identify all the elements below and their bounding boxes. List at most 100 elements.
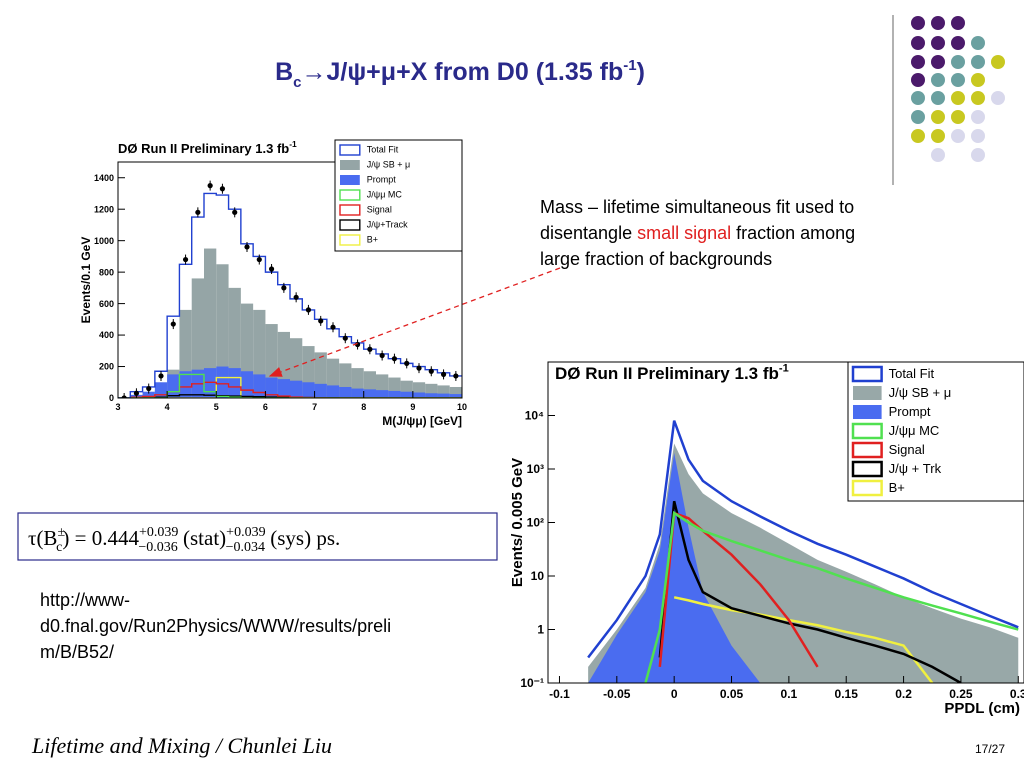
- data-point: [207, 183, 213, 189]
- legend-label: Prompt: [367, 175, 397, 185]
- plot-area: [587, 420, 1019, 683]
- y-tick-label: 10⁻¹: [520, 676, 544, 690]
- legend-swatch: [340, 160, 360, 170]
- chart: 3 4 5 6 7 8 9 10 0 200 400 600 800 1000 1200 1400 DØ Run…: [79, 139, 467, 428]
- bar: [265, 377, 278, 398]
- chart-title-main: DØ Run II Preliminary 1.3 fb: [118, 141, 289, 156]
- bar: [216, 264, 229, 398]
- data-point: [158, 373, 164, 379]
- data-point: [416, 365, 422, 371]
- y-axis-label: Events/0.1 GeV: [79, 237, 93, 324]
- legend-label: J/ψ+Track: [367, 220, 408, 230]
- text-part: fraction among: [731, 223, 855, 243]
- text-line: disentangle small signal fraction among: [540, 223, 855, 243]
- chart-title-main: DØ Run II Preliminary 1.3 fb: [555, 364, 779, 383]
- bar: [351, 388, 364, 398]
- line: [658, 500, 962, 683]
- title-part: B: [275, 58, 293, 86]
- bar: [326, 385, 340, 398]
- legend-box: [334, 139, 463, 252]
- line: [644, 510, 1019, 683]
- data-point: [318, 318, 324, 324]
- bar: [204, 248, 217, 398]
- legend-label: J/ψ SB + μ: [367, 160, 410, 170]
- chart-title: DØ Run II Preliminary 1.3 fb-1: [118, 139, 297, 156]
- data-point: [256, 256, 262, 263]
- plot-frame: [117, 161, 463, 399]
- legend: Total Fit J/ψ SB + μ Prompt J/ψμ MC Signal J/…: [334, 139, 463, 252]
- legend-label: B+: [889, 480, 905, 495]
- formula-box: [17, 512, 498, 561]
- formula-sub: −0.036: [138, 540, 177, 555]
- bar: [449, 386, 462, 398]
- legend-swatch: [339, 219, 361, 231]
- bar: [204, 368, 217, 398]
- area: [588, 452, 761, 683]
- data-point: [440, 371, 447, 377]
- formula-part: τ(B: [28, 526, 57, 550]
- data-point: [268, 266, 275, 272]
- legend-swatch: [339, 144, 361, 156]
- legend-label: Signal: [367, 205, 392, 215]
- data-point: [219, 186, 226, 192]
- legend-label: B+: [367, 235, 378, 245]
- text-part: disentangle: [540, 223, 637, 243]
- legend-swatch: [851, 422, 883, 440]
- data-point: [330, 324, 336, 330]
- data-point: [391, 356, 398, 362]
- y-axis-label: Events/ 0.005 GeV: [509, 458, 526, 587]
- y-tick-label: 400: [99, 330, 114, 340]
- bar: [449, 394, 462, 398]
- legend-label: Prompt: [889, 404, 931, 419]
- x-tick-label: -0.1: [549, 687, 570, 701]
- legend-swatch: [851, 441, 883, 459]
- x-axis-label: M(J/ψμ) [GeV]: [382, 414, 462, 428]
- chart-title: DØ Run II Preliminary 1.3 fb-1: [555, 362, 789, 383]
- url-line: http://www-: [40, 590, 130, 610]
- step-line: [118, 394, 462, 398]
- y-tick-label: 1400: [94, 173, 114, 183]
- legend-label: J/ψμ MC: [889, 423, 940, 438]
- bar: [228, 368, 241, 398]
- x-tick-label: 10: [457, 402, 467, 412]
- bar: [363, 389, 376, 398]
- legend: Total Fit J/ψ SB + μ Prompt J/ψμ MC Signal J/…: [847, 361, 1024, 502]
- page-number: 17/27: [975, 742, 1005, 756]
- y-tick-label: 10²: [527, 516, 544, 530]
- x-tick-label: 7: [312, 402, 317, 412]
- data-point: [342, 335, 348, 341]
- chart-title-sup: -1: [289, 139, 297, 149]
- bar: [240, 371, 254, 398]
- slide-title: Bc→J/ψ+μ+X from D0 (1.35 fb-1): [275, 57, 645, 91]
- bar: [302, 382, 315, 398]
- x-tick-label: 8: [361, 402, 366, 412]
- x-tick-label: 0.2: [895, 687, 912, 701]
- description: Mass – lifetime simultaneous fit used to…: [540, 197, 855, 269]
- data-point: [305, 307, 312, 313]
- bar: [253, 374, 266, 398]
- title-sub: c: [293, 74, 301, 91]
- formula-part: (sys) ps.: [265, 526, 340, 550]
- bar: [339, 386, 352, 398]
- data-point: [293, 294, 299, 300]
- formula-sub: c: [56, 540, 62, 555]
- arrow: [268, 267, 561, 377]
- legend-box: [847, 361, 1024, 502]
- y-tick-label: 10: [531, 569, 545, 583]
- bar: [400, 391, 413, 398]
- legend-swatch: [851, 460, 883, 478]
- title-part: ): [637, 58, 645, 86]
- data-point: [281, 285, 287, 291]
- legend-label: J/ψμ MC: [367, 190, 403, 200]
- data-point: [195, 209, 201, 215]
- data-point: [428, 368, 434, 374]
- step-line: [118, 192, 462, 398]
- x-tick-label: 0.05: [720, 687, 744, 701]
- data-point: [232, 209, 238, 215]
- y-tick-label: 1000: [94, 236, 114, 246]
- bar: [216, 366, 229, 398]
- legend-swatch: [339, 234, 361, 246]
- y-tick-label: 0: [109, 393, 114, 403]
- data-point: [182, 256, 189, 263]
